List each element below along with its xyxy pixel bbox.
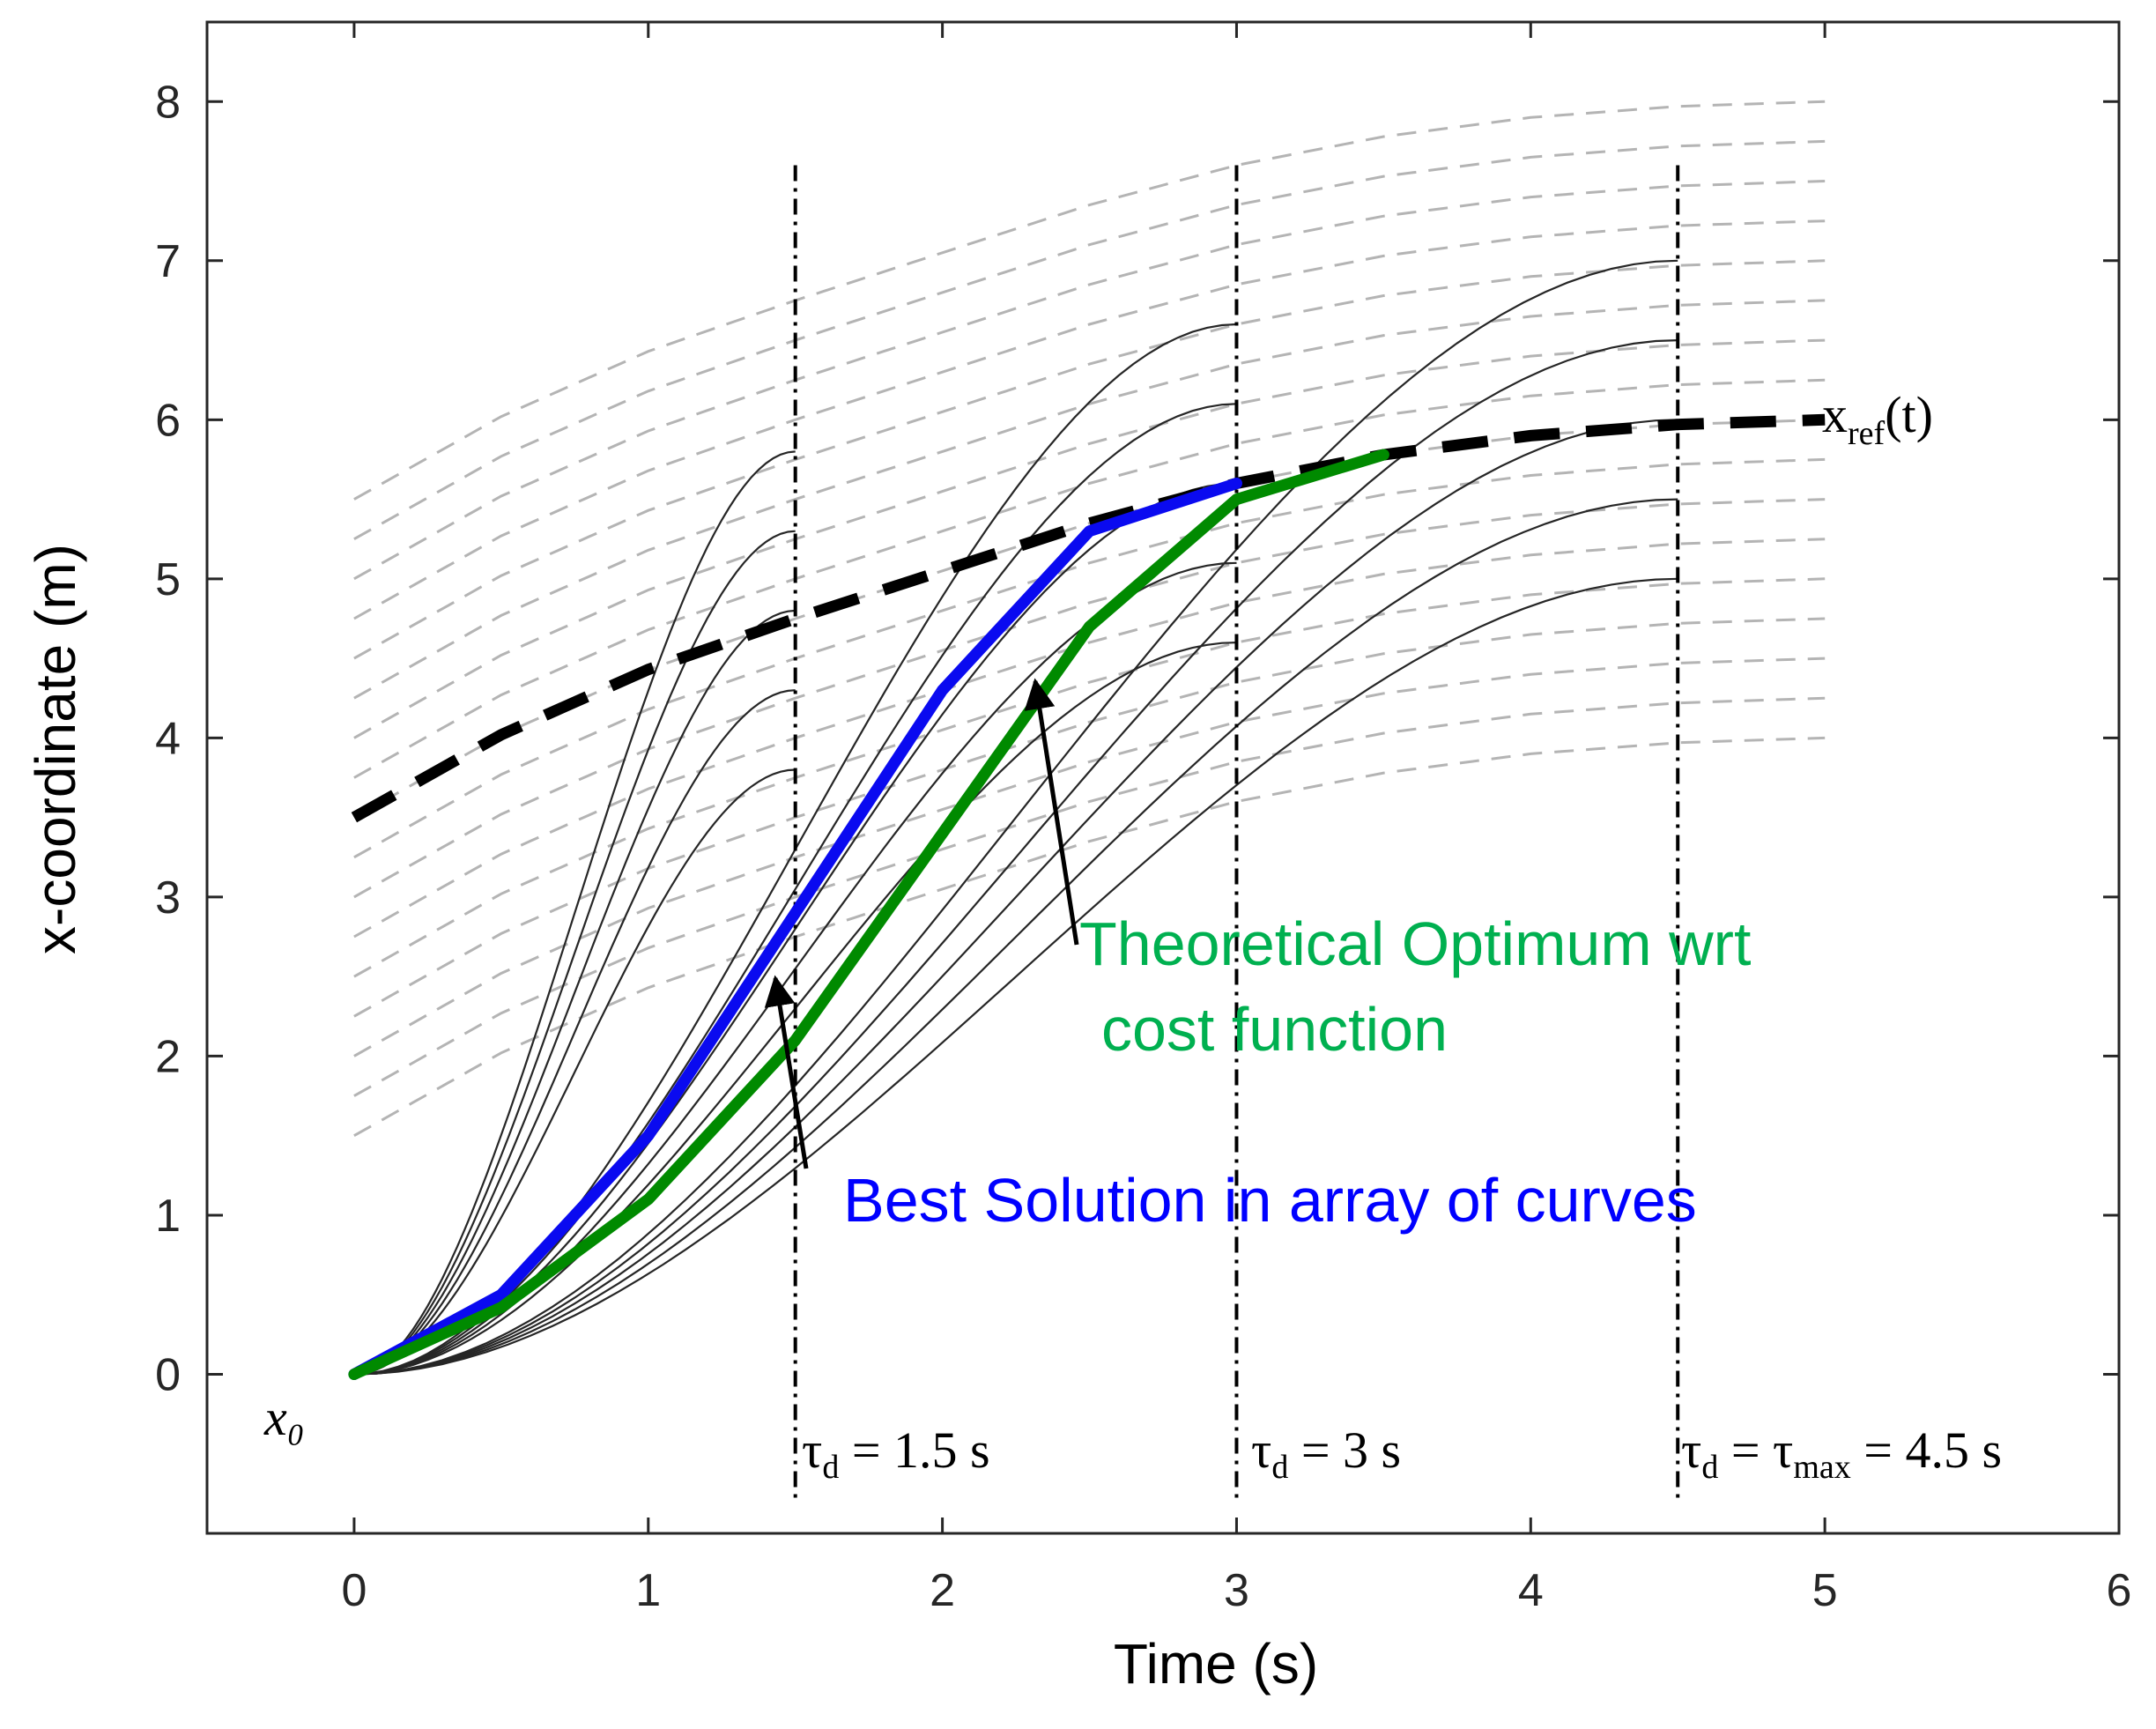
optimum-group	[348, 449, 1389, 1380]
shifted-ref-curve-14	[353, 180, 1826, 581]
candidate-curve-2-1	[353, 498, 1678, 1376]
best-solution-curve	[348, 478, 1242, 1380]
xref-label-tail: (t)	[1885, 386, 1933, 443]
y-tick-label-4: 4	[155, 713, 181, 764]
shifted-ref-curve-7	[353, 457, 1826, 859]
axis-ticks: 0 1 2 3 4 5 6 0 1 2 3 4 5 6 7 8	[155, 22, 2131, 1616]
y-tick-label-0: 0	[155, 1349, 181, 1400]
x-tick-label-5: 5	[1812, 1565, 1838, 1616]
candidate-curve-2-3	[353, 339, 1678, 1376]
shifted-ref-curve-8	[353, 418, 1826, 819]
tau-label-3-text: = τ	[1718, 1421, 1793, 1479]
candidate-curve-2-0	[353, 577, 1678, 1376]
tau-label-3-maxsub: max	[1793, 1449, 1850, 1486]
candidate-curve-0-3	[353, 530, 796, 1376]
shifted-ref-curve-4	[353, 577, 1826, 978]
candidate-curves	[353, 259, 1678, 1376]
optimum-annotation-line2: cost function	[1101, 995, 1448, 1064]
shifted-ref-curve-0	[353, 736, 1826, 1138]
candidate-curve-0-4	[353, 450, 796, 1376]
tau-label-2: τd = 3 s	[1251, 1421, 1401, 1486]
shifted-ref-curve-16	[353, 100, 1826, 501]
tau-label-3-tail: = 4.5 s	[1851, 1421, 2002, 1479]
y-tick-label-6: 6	[155, 395, 181, 446]
y-tick-label-7: 7	[155, 236, 181, 287]
y-tick-label-2: 2	[155, 1031, 181, 1082]
y-tick-label-1: 1	[155, 1191, 181, 1242]
xref-label-sub: ref	[1848, 415, 1886, 452]
shifted-ref-curve-12	[353, 259, 1826, 660]
x-axis-title: Time (s)	[1114, 1632, 1318, 1696]
tau-label-3: τd = τmax = 4.5 s	[1681, 1421, 2002, 1486]
best-arrow	[764, 975, 809, 1169]
best-solution-group	[348, 478, 1242, 1380]
plot-frame	[205, 20, 2121, 1535]
xref-label: xref(t)	[1822, 386, 1933, 452]
x-tick-label-1: 1	[635, 1565, 661, 1616]
tau-label-2-sub: d	[1271, 1449, 1288, 1486]
shifted-ref-curve-1	[353, 696, 1826, 1097]
tau-label-1: τd = 1.5 s	[802, 1421, 990, 1486]
x-tick-label-4: 4	[1518, 1565, 1544, 1616]
shifted-ref-curve-15	[353, 139, 1826, 541]
shifted-ref-curve-3	[353, 617, 1826, 1018]
x-tick-label-0: 0	[341, 1565, 367, 1616]
y-tick-label-8: 8	[155, 77, 181, 128]
tau-label-1-text: = 1.5 s	[839, 1421, 989, 1479]
best-annotation: Best Solution in array of curves	[843, 1166, 1697, 1235]
xref-label-main: x	[1822, 386, 1848, 443]
decision-time-lines	[793, 165, 1680, 1502]
x-tick-label-6: 6	[2107, 1565, 2132, 1616]
tau-label-3-tau: τ	[1681, 1421, 1701, 1479]
tau-label-2-text: = 3 s	[1288, 1421, 1401, 1479]
x0-label: x₀	[263, 1389, 305, 1446]
tau-label-3-sub: d	[1701, 1449, 1718, 1486]
optimum-annotation-line1: Theoretical Optimum wrt	[1079, 909, 1751, 978]
y-axis-title: x-coordinate (m)	[24, 544, 87, 954]
shifted-ref-curve-5	[353, 538, 1826, 939]
y-tick-label-5: 5	[155, 554, 181, 605]
shifted-ref-curve-2	[353, 657, 1826, 1057]
shifted-ref-curve-11	[353, 299, 1826, 700]
candidate-curve-2-2	[353, 419, 1678, 1376]
x-tick-label-3: 3	[1224, 1565, 1249, 1616]
candidate-curve-0-2	[353, 609, 796, 1376]
shifted-ref-curve-13	[353, 219, 1826, 620]
tau-label-1-tau: τ	[802, 1421, 822, 1479]
shifted-ref-curve-9	[353, 378, 1826, 779]
optimum-curve	[348, 449, 1389, 1380]
plot-background	[207, 22, 2119, 1533]
candidate-curve-2-4	[353, 259, 1678, 1376]
tau-label-1-sub: d	[822, 1449, 839, 1486]
y-tick-label-3: 3	[155, 872, 181, 924]
shifted-reference-curves	[353, 100, 1826, 1138]
x-tick-label-2: 2	[930, 1565, 955, 1616]
shifted-ref-curve-6	[353, 498, 1826, 899]
tau-label-2-tau: τ	[1251, 1421, 1271, 1479]
shifted-ref-curve-10	[353, 338, 1826, 739]
candidate-curve-0-1	[353, 689, 796, 1376]
optimum-arrow	[1024, 678, 1079, 946]
